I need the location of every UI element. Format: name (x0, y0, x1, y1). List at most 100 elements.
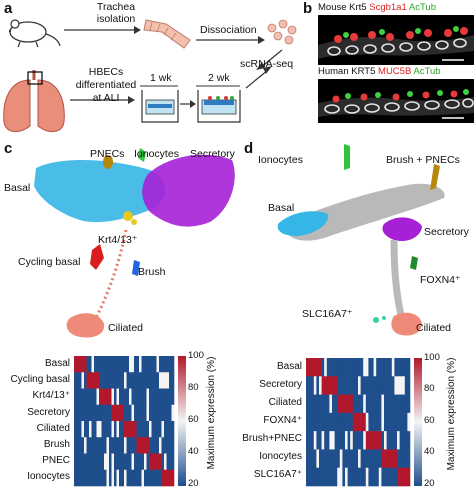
heatmap-cell (371, 449, 374, 469)
heatmap-cell (342, 394, 346, 414)
heatmap-cell (337, 449, 341, 469)
heatmap-cell (378, 431, 382, 450)
heatmap-cell (106, 421, 110, 438)
heatmap-cell (166, 421, 170, 438)
cluster-krt (123, 211, 133, 221)
heatmap-cell (350, 467, 354, 487)
heatmap-d-row-label: SLC16A7⁺ (253, 469, 302, 480)
heatmap-cell (376, 358, 380, 377)
heatmap-cell (126, 469, 130, 487)
heatmap-cell (159, 404, 162, 422)
heatmap-cell (89, 453, 92, 471)
heatmap-cell (337, 412, 341, 432)
heatmap-cell (332, 449, 335, 469)
heatmap-cell (397, 376, 400, 395)
heatmap-cell (381, 376, 385, 395)
heatmap-cell (139, 421, 142, 438)
heatmap-cell (111, 453, 115, 471)
cluster-basal-d (277, 211, 329, 236)
heatmap-cell (365, 358, 369, 377)
heatmap-cell (136, 372, 140, 389)
heatmap-cell (347, 358, 351, 377)
heatmap-cell (371, 467, 374, 487)
heatmap-cell (365, 467, 369, 487)
heatmap-cell (134, 437, 137, 454)
heatmap-cell (151, 388, 155, 406)
dissociated-cells-icon (267, 19, 297, 45)
heatmap-cell (136, 469, 140, 487)
label-secretory-d: Secretory (424, 226, 469, 238)
heatmap-cell (131, 388, 135, 406)
heatmap-cell (365, 376, 369, 395)
heatmap-cell (109, 356, 112, 373)
heatmap-cell (339, 358, 343, 377)
heatmap-cell (141, 404, 145, 422)
heatmap-cell (136, 388, 140, 406)
heatmap-cell (384, 358, 387, 377)
heatmap-cell (134, 469, 137, 487)
heatmap-cell (76, 372, 80, 389)
heatmap-cell (378, 449, 382, 469)
heatmap-cell (109, 372, 112, 389)
heatmap-cell (124, 404, 127, 422)
heatmap-cell (146, 404, 150, 422)
heatmap-cell (151, 469, 155, 487)
heatmap-cell (371, 376, 374, 395)
label-ciliated-c: Ciliated (108, 322, 144, 334)
heatmap-cell (306, 449, 309, 469)
heatmap-cell (371, 394, 374, 414)
heatmap-cell (136, 404, 140, 422)
heatmap-cell (321, 412, 325, 432)
heatmap-cell (355, 449, 359, 469)
heatmap-cell (96, 356, 100, 373)
heatmap-cell (144, 372, 147, 389)
heatmap-cell (81, 469, 85, 487)
heatmap-cell (332, 394, 335, 414)
heatmap-cell (84, 469, 87, 487)
heatmap-cell (146, 356, 150, 373)
heatmap-cell (141, 421, 145, 438)
heatmap-cell (131, 469, 135, 487)
heatmap-cell (373, 449, 377, 469)
heatmap-cell (99, 453, 102, 471)
heatmap-cell (313, 412, 317, 432)
heatmap-cell (169, 437, 172, 454)
heatmap-cell (74, 421, 77, 438)
heatmap-cell (144, 437, 147, 454)
heatmap-cell (94, 421, 97, 438)
heatmap-cell (164, 404, 167, 422)
heatmap-cell (94, 404, 97, 422)
heatmap-cell (368, 449, 372, 469)
heatmap-cell (313, 431, 317, 450)
heatmap-cell (166, 453, 170, 471)
heatmap-cell (129, 372, 132, 389)
heatmap-cell (316, 394, 320, 414)
heatmap-cell (159, 469, 162, 487)
heatmap-cell (365, 394, 369, 414)
heatmap-cell (94, 372, 97, 389)
heatmap-cell (345, 449, 348, 469)
heatmap-cell (139, 372, 142, 389)
heatmap-cell (381, 449, 385, 469)
heatmap-cell (171, 404, 175, 422)
heatmap-cell (306, 467, 309, 487)
heatmap-cell (339, 394, 343, 414)
heatmap-cell (91, 421, 95, 438)
heatmap-cell (324, 394, 328, 414)
heatmap-cell (104, 388, 107, 406)
heatmap-cell (326, 376, 330, 395)
heatmap-cell (119, 404, 122, 422)
heatmap-cell (368, 394, 372, 414)
heatmap-cell (329, 467, 333, 487)
heatmap-cell (306, 412, 309, 432)
heatmap-cell (116, 453, 120, 471)
heatmap-d-row-label: Basal (276, 361, 302, 372)
heatmap-d-row-label: FOXN4⁺ (263, 415, 302, 426)
heatmap-cell (342, 376, 346, 395)
heatmap-cell (376, 376, 380, 395)
heatmap-cell (126, 372, 130, 389)
heatmap-cell (129, 404, 132, 422)
heatmap-cell (376, 449, 380, 469)
heatmap-cell (384, 412, 387, 432)
heatmap-cell (407, 358, 411, 377)
